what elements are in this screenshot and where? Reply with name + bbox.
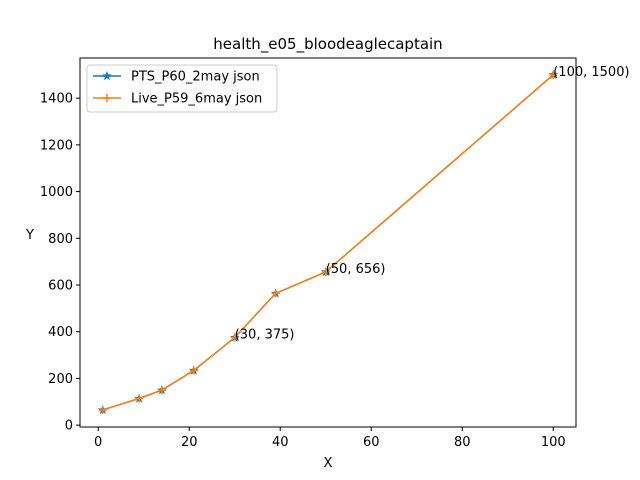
- legend-marker: [102, 70, 112, 81]
- data-point: [230, 333, 239, 342]
- legend-marker: [103, 94, 111, 102]
- x-tick-label: 0: [94, 435, 102, 450]
- data-point: [189, 366, 198, 375]
- y-tick-label: 200: [48, 372, 73, 387]
- data-point: [271, 289, 280, 298]
- data-point: [549, 70, 558, 79]
- x-tick-label: 20: [181, 435, 198, 450]
- x-tick-label: 80: [454, 435, 471, 450]
- y-tick-label: 400: [48, 325, 73, 340]
- x-axis: 0 20 40 60 80 100: [94, 427, 566, 450]
- x-tick-label: 40: [272, 435, 289, 450]
- y-tick-label: 0: [65, 419, 73, 434]
- legend-label: PTS_P60_2may json: [131, 70, 260, 85]
- y-tick-label: 600: [48, 279, 73, 294]
- data-point: [135, 394, 144, 403]
- point-annotation: (100, 1500): [553, 65, 629, 80]
- legend-box: [86, 64, 278, 113]
- x-tick-label: 60: [363, 435, 380, 450]
- point-annotation: (30, 375): [235, 328, 295, 343]
- y-axis: 0 200 400 600 800 1000 1200 1400: [40, 92, 80, 434]
- annotations: (30, 375) (50, 656) (100, 1500): [235, 65, 630, 343]
- point-annotation: (50, 656): [326, 262, 386, 277]
- x-axis-label: X: [324, 456, 333, 471]
- legend-label: Live_P59_6may json: [131, 92, 262, 107]
- y-axis-label: Y: [25, 228, 34, 243]
- data-point: [98, 405, 107, 414]
- plot-frame: [79, 57, 577, 428]
- series-line: [102, 74, 554, 411]
- series-2: [98, 70, 558, 414]
- y-tick-label: 800: [48, 232, 73, 247]
- series-line: [102, 74, 554, 411]
- plot-area: [97, 69, 559, 415]
- y-tick-label: 1200: [40, 138, 73, 153]
- x-tick-label: 100: [541, 435, 566, 450]
- series-1: [97, 69, 559, 415]
- data-point: [157, 386, 166, 395]
- y-tick-label: 1000: [40, 185, 73, 200]
- legend: PTS_P60_2may json Live_P59_6may json: [86, 64, 278, 113]
- data-point: [321, 267, 330, 276]
- chart-title: health_e05_bloodeaglecaptain: [213, 35, 442, 54]
- y-tick-label: 1400: [40, 92, 73, 107]
